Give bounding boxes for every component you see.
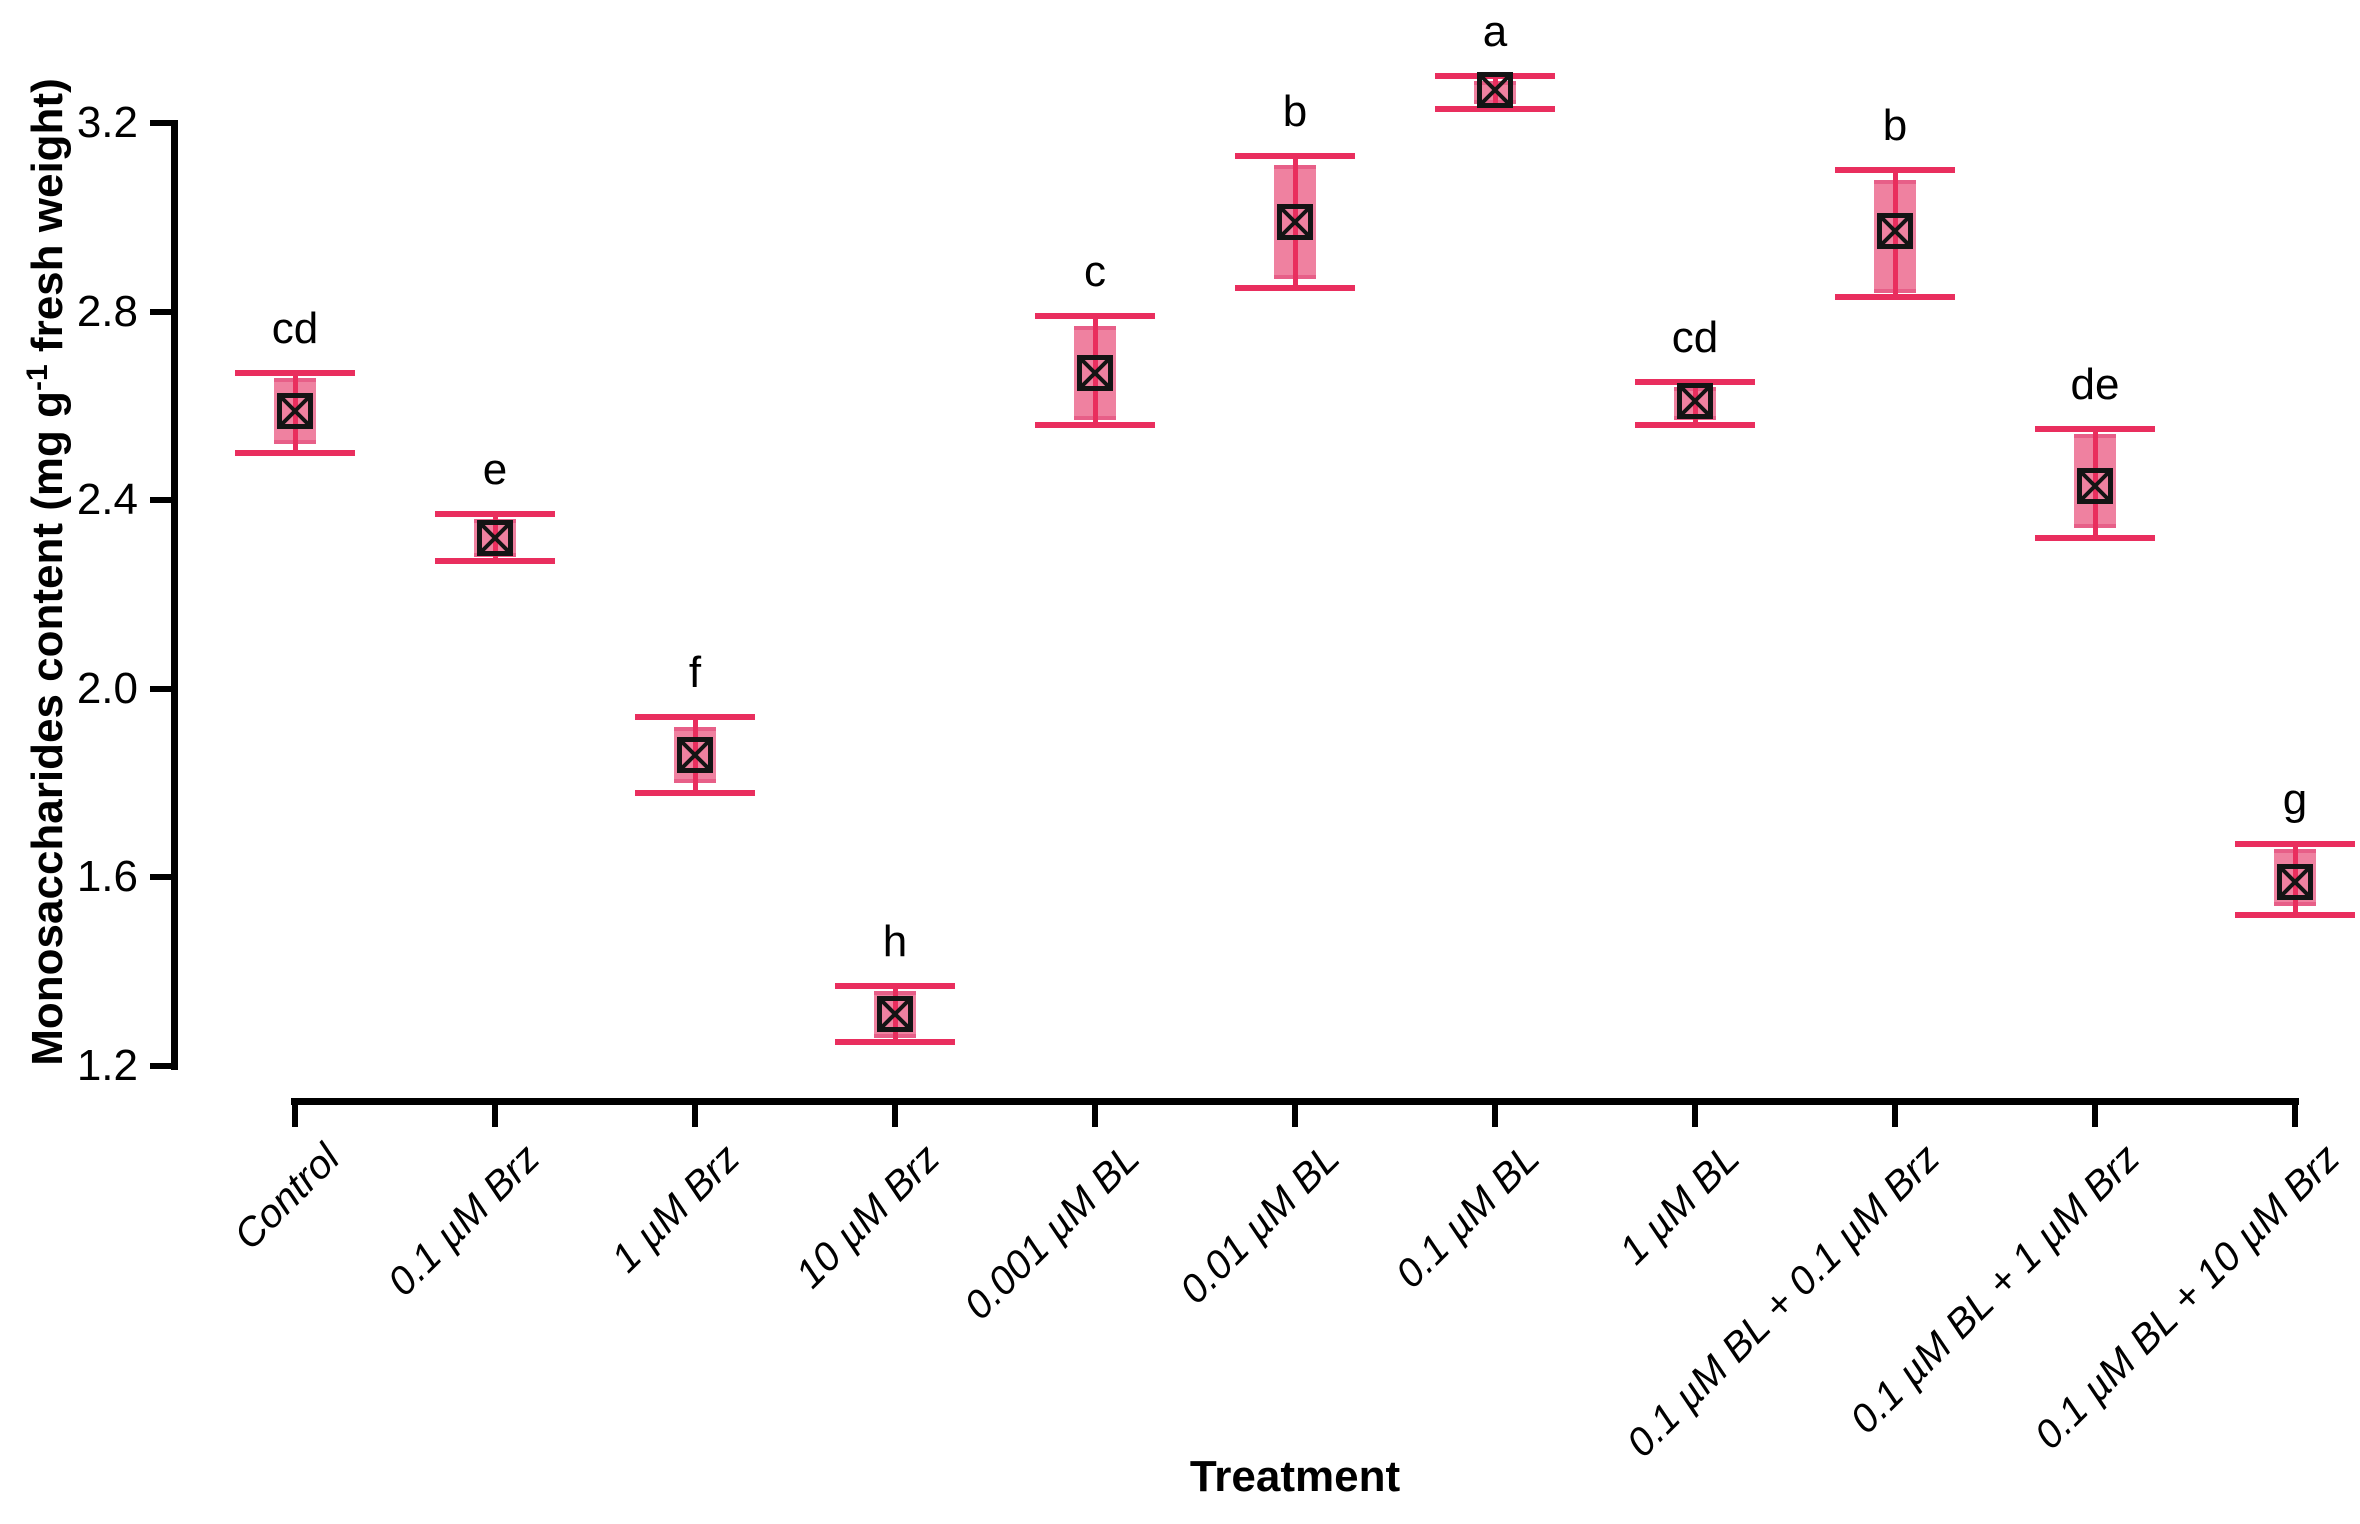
mean-marker [2077,468,2113,505]
whisker-cap-bottom [2235,912,2355,919]
significance-letter: h [882,916,908,966]
x-tick-label: 1 µM Brz [603,1136,749,1281]
significance-letter: c [1084,247,1106,297]
x-tick-mark [2292,1105,2298,1127]
y-tick-label: 2.4 [76,475,138,525]
significance-letter: de [2070,360,2120,410]
whisker-cap-top [1235,153,1355,159]
whisker-cap-bottom [235,450,355,457]
x-tick-label: 0.01 µM BL [1171,1136,1349,1313]
significance-letter: b [1282,87,1308,136]
whisker-cap-top [1635,379,1755,386]
y-axis-label-superscript: -1 [21,364,54,391]
y-tick-label: 2.0 [76,663,138,713]
y-axis-label: Monosaccharides content (mg g-1 fresh we… [21,78,73,1065]
y-axis-line [171,120,178,1070]
x-axis-title: Treatment [1189,1452,1401,1501]
y-tick-mark [150,685,172,692]
whisker-cap-top [2035,426,2155,433]
whisker-cap-bottom [835,1039,955,1046]
boxed-x-icon [1677,383,1713,420]
whisker-cap-bottom [2035,534,2155,541]
whisker-cap-top [2235,841,2355,848]
mean-marker [1677,383,1713,420]
x-tick-mark [492,1105,498,1127]
significance-letter: a [1482,6,1508,56]
whisker-cap-top [1035,313,1155,320]
x-tick-mark [892,1105,898,1127]
whisker-cap-bottom [1635,421,1755,428]
x-tick-label: 0.1 µM Brz [379,1136,549,1305]
boxed-x-icon [877,996,913,1033]
y-tick-label: 3.2 [76,98,138,147]
mean-marker [1277,204,1313,240]
whisker-cap-bottom [1435,105,1555,112]
x-tick-mark [1692,1105,1698,1127]
whisker-cap-bottom [1035,421,1155,428]
boxed-x-icon [2077,468,2113,505]
y-tick-mark [150,120,172,126]
mean-marker [477,519,513,556]
y-tick-mark [150,874,172,881]
whisker-cap-bottom [635,789,755,796]
whisker-cap-top [635,714,755,721]
whisker-cap-top [235,369,355,376]
x-tick-mark [2092,1105,2098,1127]
boxed-x-icon [477,519,513,556]
mean-marker [1877,213,1913,250]
significance-letter: cd [271,303,319,353]
mean-marker [877,996,913,1033]
mean-marker [2277,864,2313,901]
mean-marker [677,736,713,773]
whisker-cap-top [1835,167,1955,174]
y-tick-label: 1.2 [76,1041,138,1090]
significance-letter: cd [1671,313,1719,363]
whisker-cap-bottom [1235,285,1355,292]
boxed-x-icon [1877,213,1913,250]
x-tick-mark [692,1105,698,1127]
x-tick-mark [1292,1105,1298,1127]
boxed-x-icon [1477,71,1513,108]
whisker-cap-top [835,982,955,989]
mean-marker [1477,71,1513,108]
x-tick-label: 0.001 µM BL [956,1136,1149,1329]
x-tick-label: 0.1 µM BL [1387,1136,1549,1297]
y-tick-mark [150,308,172,315]
boxed-x-icon [1277,204,1313,240]
x-tick-mark [1492,1105,1498,1127]
boxed-x-icon [2277,864,2313,901]
whisker-cap-bottom [1835,294,1955,301]
significance-letter: f [688,648,702,698]
x-tick-label: Control [225,1136,349,1259]
y-tick-label: 1.6 [76,852,138,902]
x-tick-label: 1 µM BL [1611,1136,1749,1274]
x-tick-mark [1892,1105,1898,1127]
boxed-x-icon [277,392,313,429]
whisker-cap-bottom [435,558,555,565]
significance-letter: b [1882,101,1908,151]
x-axis-line [291,1098,2299,1105]
y-tick-mark [150,1063,172,1069]
boxed-x-icon [1077,354,1113,391]
mean-marker [1077,354,1113,391]
mean-marker [277,392,313,429]
x-tick-label: 10 µM Brz [787,1136,949,1297]
whisker-cap-top [435,511,555,518]
x-tick-mark [1092,1105,1098,1127]
significance-letter: e [482,445,508,495]
boxed-x-icon [677,736,713,773]
y-tick-mark [150,497,172,504]
x-tick-mark [292,1105,298,1127]
significance-letter: g [2282,775,2308,825]
y-tick-label: 2.8 [76,286,138,336]
